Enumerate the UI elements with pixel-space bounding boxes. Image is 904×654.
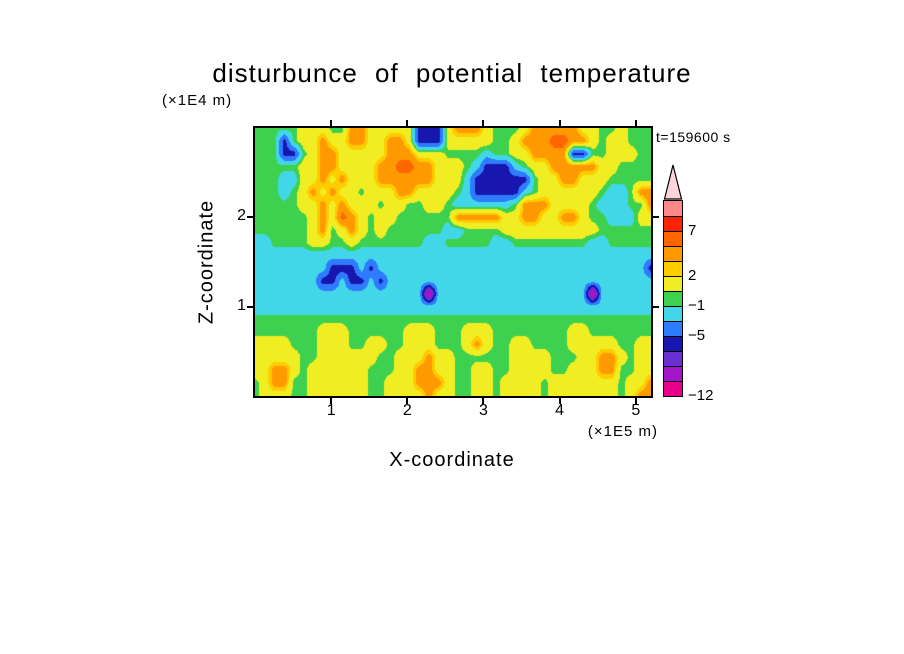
x-tick-label: 2 xyxy=(402,402,412,419)
z-tick-label: 2 xyxy=(237,207,246,225)
x-tick-label: 4 xyxy=(555,402,565,419)
x-tick-label: 3 xyxy=(479,402,488,419)
colorbar-tick-label: −1 xyxy=(688,297,706,314)
colorbar xyxy=(663,164,683,397)
z-tick-mark xyxy=(653,305,659,308)
x-tick-mark xyxy=(482,398,485,404)
plot-frame xyxy=(253,126,653,398)
time-label: t=159600 s xyxy=(656,129,731,145)
colorbar-band xyxy=(664,351,682,366)
x-tick-mark xyxy=(406,398,409,404)
colorbar-arrow-icon xyxy=(663,164,683,200)
colorbar-band xyxy=(664,231,682,246)
x-tick-mark xyxy=(482,120,485,126)
z-tick-mark xyxy=(653,216,659,219)
z-tick-label: 1 xyxy=(237,296,246,314)
x-tick-mark xyxy=(558,120,561,126)
colorbar-band xyxy=(664,381,682,396)
contour-plot xyxy=(255,128,651,396)
colorbar-tick-label: 7 xyxy=(688,222,697,239)
z-tick-mark xyxy=(247,305,253,308)
z-tick-mark xyxy=(247,216,253,219)
colorbar-band xyxy=(664,201,682,216)
x-tick-label: 1 xyxy=(326,402,336,419)
x-tick-mark xyxy=(406,120,409,126)
colorbar-band xyxy=(664,216,682,231)
colorbar-tick-label: 2 xyxy=(688,267,697,284)
x-axis-label: X-coordinate xyxy=(389,449,515,471)
x-axis-unit-label: (×1E5 m) xyxy=(587,423,658,440)
colorbar-band xyxy=(664,336,682,351)
x-tick-mark xyxy=(330,120,333,126)
x-tick-mark xyxy=(634,398,637,404)
colorbar-band xyxy=(664,291,682,306)
colorbar-band xyxy=(664,276,682,291)
x-tick-label: 5 xyxy=(631,402,641,419)
colorbar-bands xyxy=(663,200,683,397)
colorbar-band xyxy=(664,366,682,381)
colorbar-band xyxy=(664,261,682,276)
x-tick-mark xyxy=(634,120,637,126)
colorbar-band xyxy=(664,246,682,261)
x-tick-mark xyxy=(330,398,333,404)
x-tick-mark xyxy=(558,398,561,404)
colorbar-band xyxy=(664,321,682,336)
y-axis-unit-label: (×1E4 m) xyxy=(162,92,233,109)
colorbar-tick-label: −12 xyxy=(688,387,714,404)
colorbar-tick-label: −5 xyxy=(688,327,706,344)
z-axis-label: Z-coordinate xyxy=(195,199,218,325)
chart-title: disturbunce of potential temperature xyxy=(212,58,692,88)
colorbar-band xyxy=(664,306,682,321)
